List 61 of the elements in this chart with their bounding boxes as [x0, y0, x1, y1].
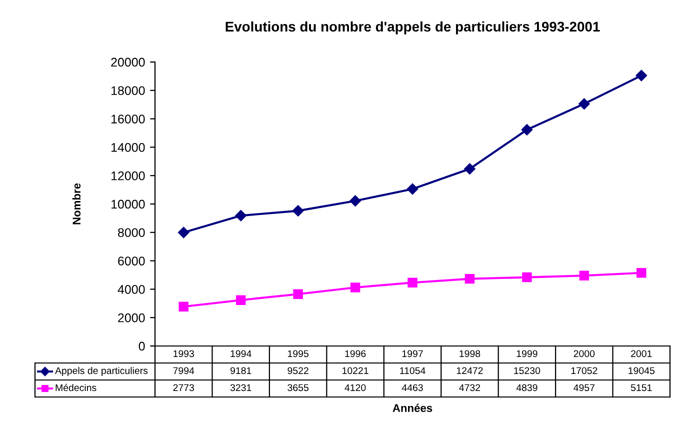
y-tick-label: 6000 [118, 256, 145, 266]
x-tick-label: 1997 [402, 350, 423, 358]
point [178, 226, 190, 238]
x-tick-label: 1998 [460, 350, 480, 358]
data-label: 15230 [514, 367, 540, 374]
point [236, 295, 246, 305]
y-tick-label: 0 [138, 342, 145, 351]
point [293, 289, 303, 299]
legend-label: Appels de particuliers [55, 366, 148, 376]
point [178, 302, 188, 312]
data-label: 4463 [402, 384, 423, 392]
data-label: 11054 [400, 367, 426, 374]
data-label: 3655 [288, 384, 308, 392]
x-tick-label: 1996 [345, 350, 366, 358]
y-tick-label: 16000 [111, 114, 145, 124]
data-label: 10221 [342, 367, 368, 374]
data-label: 3231 [230, 384, 252, 392]
x-tick-label: 1994 [230, 350, 252, 358]
point [522, 272, 532, 282]
point [578, 98, 590, 110]
y-tick-label: 2000 [118, 313, 145, 322]
y-tick-label: 20000 [111, 58, 145, 67]
y-tick-label: 14000 [111, 143, 145, 152]
y-tick-label: 10000 [111, 200, 145, 209]
point [406, 183, 418, 195]
y-tick-label: 18000 [111, 86, 145, 96]
point [464, 163, 476, 175]
y-axis-title: Nombre [72, 183, 81, 224]
data-label: 2773 [173, 384, 194, 392]
point [464, 274, 475, 284]
point [292, 205, 304, 216]
point [350, 282, 360, 292]
y-tick-label: 8000 [118, 228, 145, 238]
x-tick-label: 1993 [174, 350, 194, 358]
point [579, 270, 590, 280]
x-axis-title: Années [392, 404, 432, 412]
data-label: 4957 [574, 384, 594, 392]
data-label: 7994 [173, 367, 194, 374]
x-tick-label: 1999 [516, 350, 538, 358]
legend-label: Médecins [56, 384, 96, 392]
data-label: 19045 [628, 367, 654, 374]
chart-title: Evolutions du nombre d'appels de particuliers 1993-2001 [226, 21, 600, 34]
data-label: 9522 [288, 367, 308, 374]
point [521, 124, 533, 136]
y-tick-label: 4000 [118, 285, 145, 294]
data-label: 12472 [456, 367, 483, 374]
data-label: 4732 [459, 384, 480, 392]
x-tick-label: 1995 [288, 350, 308, 358]
data-label: 5151 [630, 384, 652, 392]
x-tick-label: 2000 [574, 350, 595, 358]
point [350, 195, 361, 206]
point [235, 210, 246, 222]
point [636, 268, 646, 278]
point [408, 278, 418, 288]
x-tick-label: 2001 [631, 350, 652, 358]
point [636, 70, 647, 82]
data-label: 17052 [571, 367, 598, 374]
y-tick-label: 12000 [111, 171, 145, 180]
data-label: 4839 [516, 384, 538, 392]
data-label: 4120 [344, 384, 366, 392]
data-label: 9181 [230, 367, 252, 374]
